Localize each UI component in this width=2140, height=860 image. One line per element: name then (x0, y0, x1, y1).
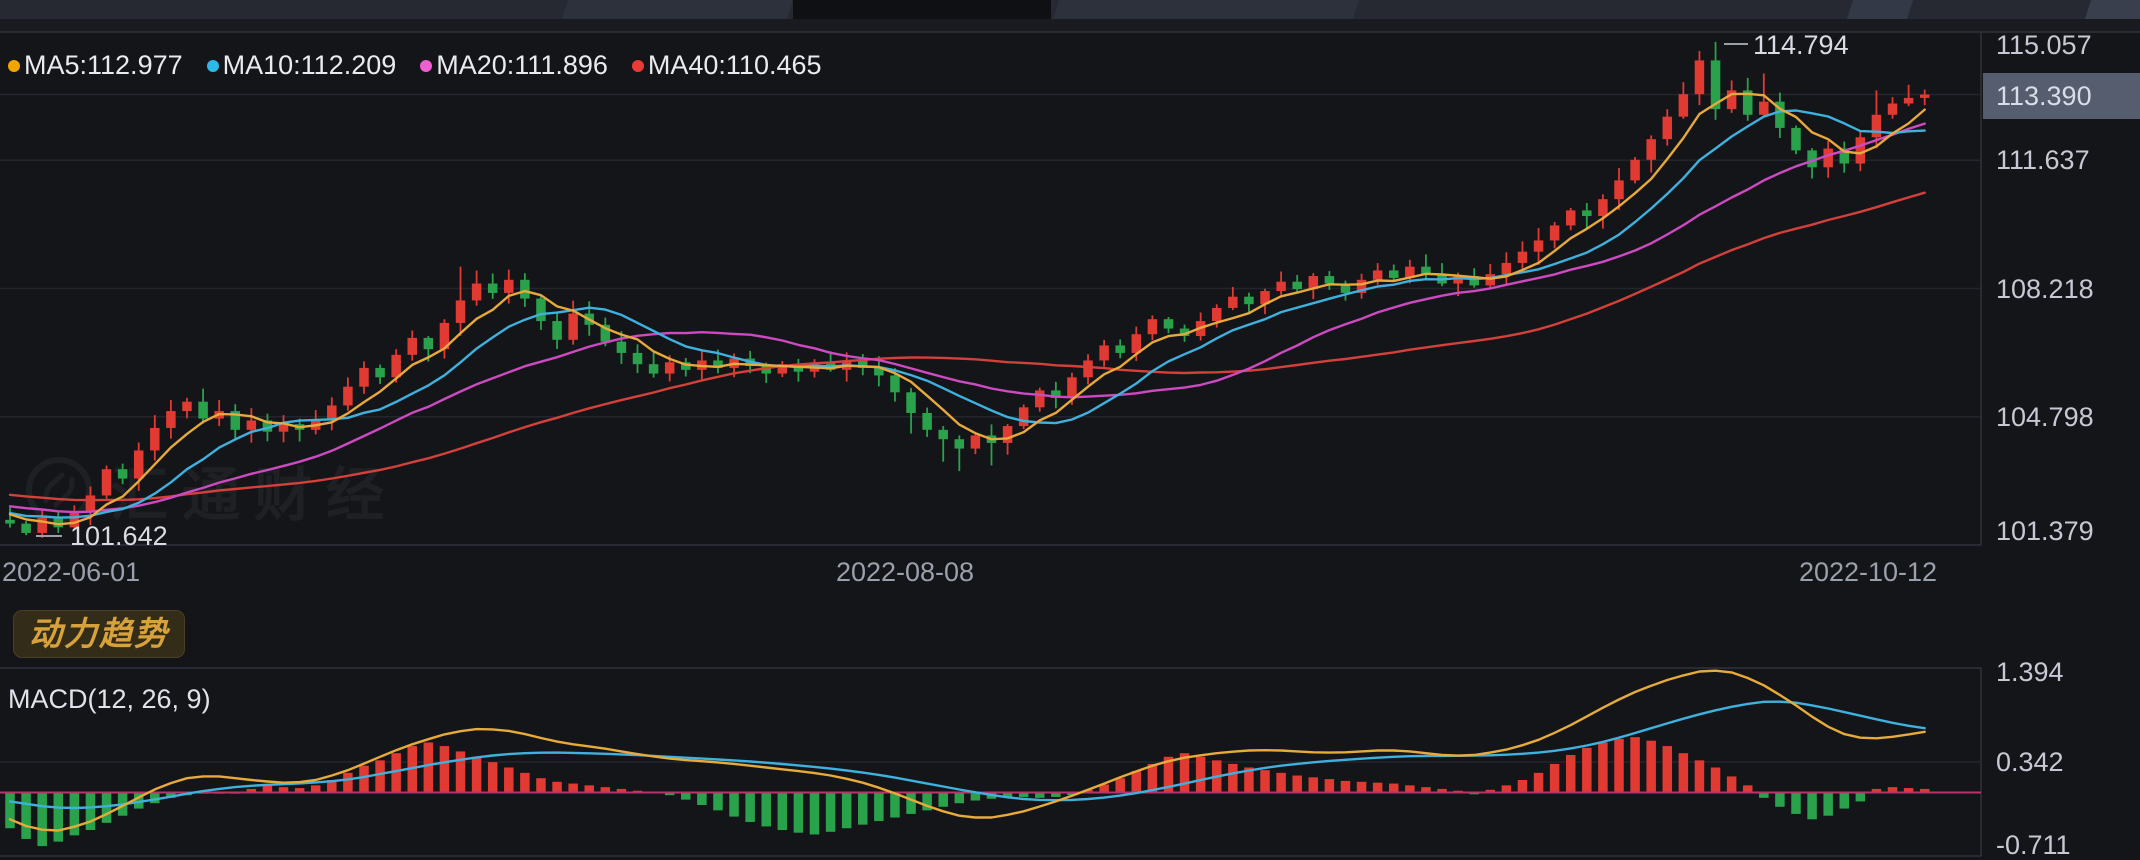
macd-indicator-label: MACD(12, 26, 9) (8, 684, 211, 714)
legend-item: MA5:112.977 (8, 50, 183, 81)
legend-item: MA20:111.896 (420, 50, 608, 81)
top-band (0, 19, 2140, 32)
low-annotation-connector (36, 535, 62, 537)
legend-color-dot (8, 59, 20, 72)
legend-label: MA40:110.465 (647, 50, 822, 80)
legend-label: MA20:111.896 (436, 50, 608, 80)
legend-item: MA40:110.465 (631, 50, 822, 81)
price-axis-label: 101.379 (1996, 516, 2094, 546)
date-tick-middle: 2022-08-08 (835, 557, 975, 587)
price-axis-label: 115.057 (1996, 30, 2092, 60)
price-axis-label: 111.637 (1996, 145, 2090, 176)
momentum-trend-badge[interactable]: 动力趋势 (13, 610, 185, 658)
current-price-tag: 113.390 (1983, 73, 2140, 119)
legend-label: MA5:112.977 (24, 50, 183, 80)
macd-axis-label: 0.342 (1996, 747, 2064, 777)
price-axis-label: 104.798 (1996, 401, 2094, 432)
date-tick-end: 2022-10-12 (1798, 557, 1938, 587)
macd-axis-label: 1.394 (1996, 657, 2064, 687)
date-tick-start: 2022-06-01 (2, 557, 141, 587)
legend-color-dot (206, 59, 219, 72)
legend-item: MA10:112.209 (206, 50, 397, 81)
top-strip-notch (793, 0, 1051, 19)
period-high-label: 114.794 (1753, 30, 1849, 60)
high-annotation-connector (1724, 43, 1748, 45)
legend-label: MA10:112.209 (222, 50, 397, 80)
price-axis-label: 108.218 (1996, 273, 2094, 304)
top-chrome-strip (0, 0, 2140, 19)
macd-axis-label: -0.711 (1996, 830, 2071, 860)
ma-legend: MA5:112.977 MA10:112.209 MA20:111.896 MA40:… (8, 50, 822, 81)
legend-color-dot (420, 59, 433, 72)
legend-color-dot (631, 59, 644, 72)
period-low-label: 101.642 (70, 521, 168, 551)
